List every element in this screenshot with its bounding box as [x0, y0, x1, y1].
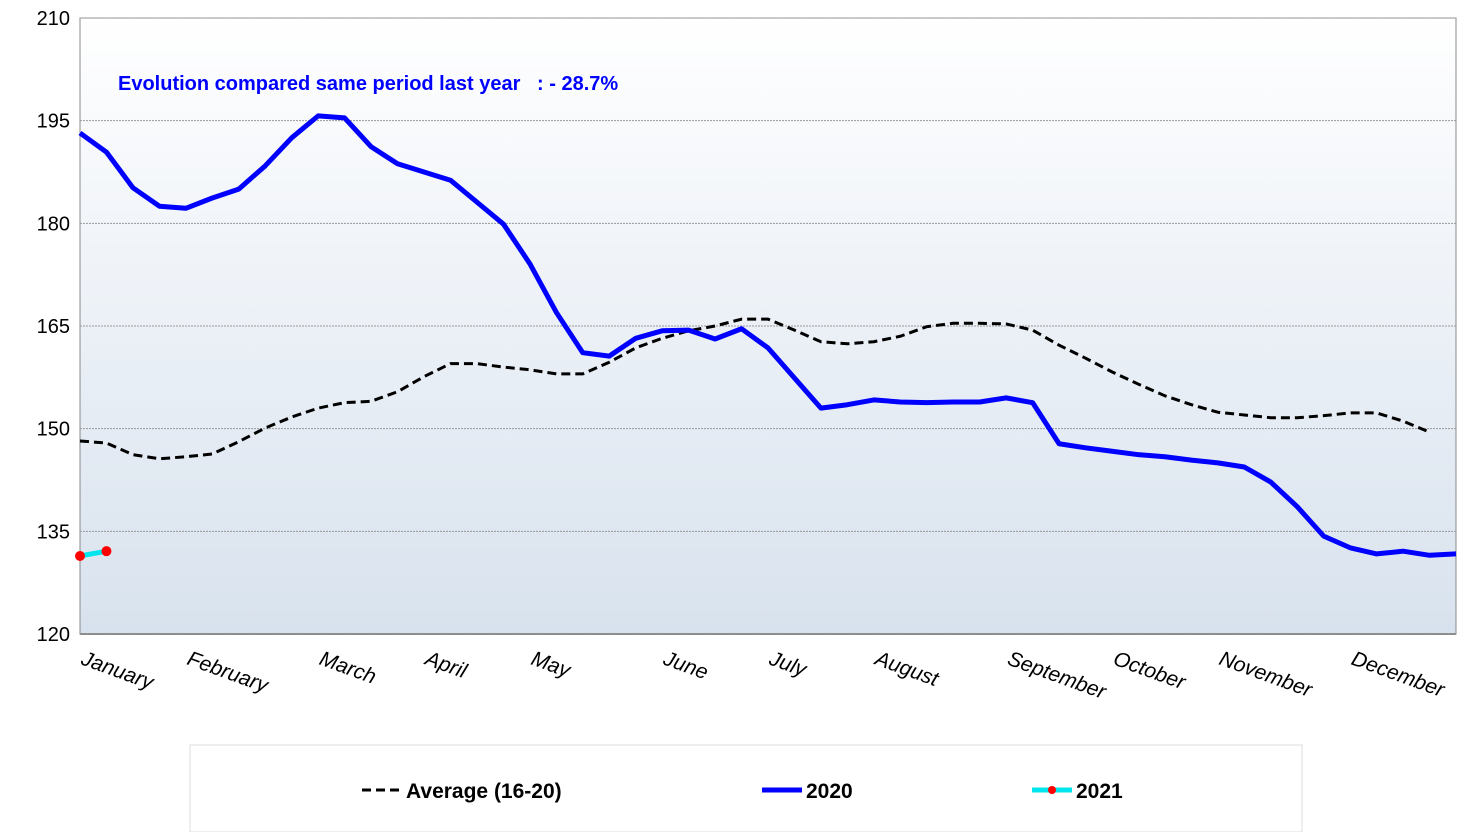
x-tick-label: February [184, 647, 272, 698]
legend-box [189, 744, 1303, 833]
y-tick-label: 165 [37, 316, 70, 338]
y-tick-label: 195 [37, 111, 70, 133]
y-tick-label: 150 [37, 419, 70, 441]
x-tick-label: May [528, 647, 575, 683]
x-tick-label: January [77, 647, 157, 695]
y-tick-label: 210 [37, 8, 70, 30]
y-tick-label: 120 [37, 624, 70, 646]
x-tick-label: June [660, 647, 712, 685]
x-tick-label: July [765, 647, 810, 682]
x-tick-label: October [1110, 647, 1189, 695]
point-marker [101, 546, 112, 557]
x-tick-label: August [870, 646, 942, 691]
point-marker [75, 550, 85, 561]
legend-label: 2020 [806, 780, 853, 803]
series-line [78, 113, 1457, 558]
y-tick-label: 180 [37, 213, 70, 235]
series-line [79, 317, 1431, 461]
y-tick-label: 135 [37, 521, 70, 543]
x-tick-label: March [316, 647, 379, 689]
x-tick-label: December [1348, 647, 1448, 702]
legend-marker [1048, 786, 1056, 794]
annotation: Evolution compared same period last year… [118, 73, 618, 95]
x-tick-label: November [1216, 647, 1316, 702]
x-tick-label: September [1004, 647, 1109, 704]
x-tick-label: April [420, 646, 470, 683]
legend-label: Average (16-20) [406, 780, 562, 803]
legend-label: 2021 [1076, 780, 1123, 803]
